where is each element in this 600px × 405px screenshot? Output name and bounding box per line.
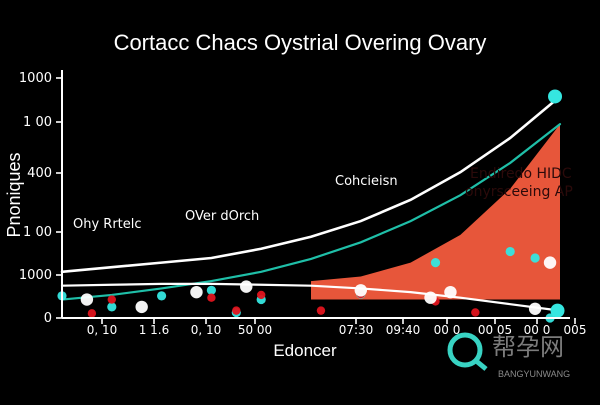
red-marker-7: [232, 306, 241, 315]
watermark-english-text: BANGYUNWANG: [498, 369, 570, 379]
x-tick-label-8: 00 0: [524, 323, 551, 337]
endpoint-marker-bottom: [550, 303, 565, 318]
endpoint-marker-top: [548, 89, 563, 104]
annotation-ohy-rrtelc: Ohy Rrtelc: [73, 217, 142, 232]
x-axis-label: Edoncer: [273, 341, 337, 360]
red-marker-3: [257, 290, 266, 300]
watermark-logo-icon: [447, 332, 483, 368]
y-tick-label-0: 1000: [19, 71, 52, 86]
red-marker-6: [471, 308, 480, 317]
white-marker-4: [354, 284, 367, 297]
area-layer: [311, 124, 560, 300]
lines-layer: [60, 95, 562, 312]
teal-marker-4: [430, 258, 441, 268]
teal-marker-8: [206, 285, 216, 295]
series-teal-line: [60, 123, 562, 301]
y-tick-label-3: 1 00: [23, 225, 52, 240]
x-tick-label-2: 0, 10: [191, 323, 222, 337]
y-axis-label: Pnoniques: [4, 152, 24, 237]
y-tick-label-2: 400: [27, 166, 52, 181]
white-marker-0: [80, 293, 94, 306]
chart-title: Cortacc Chacs Oystrial Overing Ovary: [114, 30, 487, 55]
red-marker-8: [316, 306, 326, 315]
y-tick-label-1: 1 00: [23, 115, 52, 130]
teal-marker-6: [530, 253, 540, 263]
white-marker-3: [240, 280, 253, 293]
teal-marker-1: [157, 291, 167, 301]
y-tick-label-5: 0: [44, 311, 52, 326]
watermark: 帮孕网 BANGYUNWANG: [447, 332, 570, 379]
x-tick-label-0: 0, 10: [87, 323, 118, 337]
teal-marker-5: [505, 246, 515, 257]
x-tick-label-9: 005: [564, 323, 587, 337]
annotation-over-dorch: OVer dOrch: [185, 209, 259, 224]
red-marker-1: [107, 295, 117, 304]
x-tick-label-5: 09:40: [386, 323, 421, 337]
white-marker-6: [444, 285, 457, 299]
x-tick-layer: 0, 10 1 1.6 0, 10 50 00 07:30 09:40 00 0 00 05 0…: [87, 318, 587, 337]
annotation-onyrsceeing-ap: onyrsceeing AP: [465, 184, 573, 200]
y-tick-label-4: 1000: [19, 268, 52, 283]
markers-layer: [57, 89, 565, 323]
y-tick-layer: 1000 1 00 400 1 00 1000 0: [19, 71, 62, 326]
area-series-0: [311, 124, 560, 300]
red-marker-2: [207, 293, 216, 302]
white-marker-2: [190, 285, 203, 299]
annotation-cohcieisn: Cohcieisn: [335, 174, 398, 189]
white-marker-1: [135, 300, 148, 314]
x-tick-label-6: 00 0: [434, 323, 461, 337]
watermark-chinese-text: 帮孕网: [492, 334, 564, 361]
watermark-logo-tail-icon: [473, 358, 488, 371]
teal-marker-7: [107, 302, 117, 312]
annotations-layer: Cohcieisn Ohy Rrtelc OVer dOrch Endiredo HI…: [73, 166, 573, 232]
series-white-lower-line: [60, 282, 562, 312]
white-marker-7: [543, 256, 557, 269]
x-tick-label-4: 07:30: [339, 323, 374, 337]
annotation-endiredo-hidc: Endiredo HIDC: [470, 166, 572, 182]
x-tick-label-1: 1 1.6: [139, 323, 170, 337]
x-tick-label-7: 00 05: [478, 323, 512, 337]
x-tick-label-3: 50 00: [238, 323, 272, 337]
series-main-line: [60, 95, 562, 274]
white-marker-5: [424, 291, 437, 304]
red-marker-0: [87, 309, 97, 318]
white-marker-8: [528, 302, 542, 315]
